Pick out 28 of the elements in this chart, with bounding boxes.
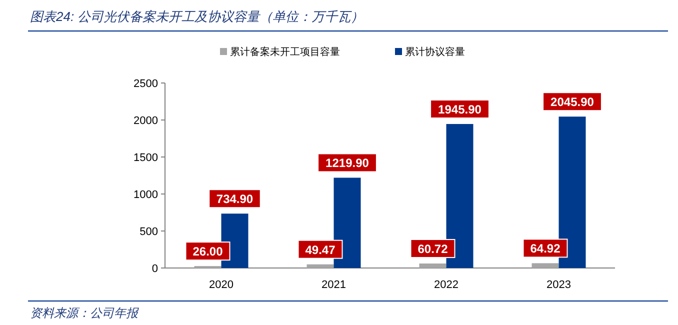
data-label: 64.92 bbox=[530, 242, 561, 256]
data-label: 1945.90 bbox=[438, 102, 482, 117]
x-tick-label: 2021 bbox=[322, 279, 346, 291]
y-tick-label: 1500 bbox=[134, 152, 158, 164]
data-label: 49.47 bbox=[305, 242, 336, 257]
bar bbox=[419, 264, 446, 268]
bar bbox=[334, 178, 361, 268]
bar bbox=[532, 263, 559, 268]
y-tick-label: 0 bbox=[152, 263, 158, 275]
bar bbox=[558, 116, 586, 268]
x-tick-label: 2020 bbox=[209, 279, 234, 291]
y-tick-label: 2500 bbox=[134, 78, 158, 90]
data-label: 2045.90 bbox=[550, 95, 594, 110]
y-tick-label: 500 bbox=[140, 226, 158, 238]
legend-label: 累计备案未开工项目容量 bbox=[230, 46, 340, 58]
text: 资料来源：公司年报 bbox=[30, 306, 139, 320]
y-tick-label: 2000 bbox=[134, 115, 158, 127]
bar bbox=[306, 264, 334, 268]
data-label: 60.72 bbox=[418, 242, 448, 256]
data-label: 734.90 bbox=[216, 192, 254, 206]
data-label: 26.00 bbox=[192, 244, 224, 259]
bar bbox=[446, 124, 474, 268]
chart-title: 图表24: 公司光伏备案未开工及协议容量（单位：万千瓦） bbox=[30, 9, 364, 24]
legend-label: 累计协议容量 bbox=[405, 46, 465, 58]
x-tick-label: 2023 bbox=[546, 279, 571, 291]
x-tick-label: 2022 bbox=[434, 279, 458, 291]
y-tick-label: 1000 bbox=[134, 189, 158, 201]
data-label: 1219.90 bbox=[326, 156, 370, 170]
